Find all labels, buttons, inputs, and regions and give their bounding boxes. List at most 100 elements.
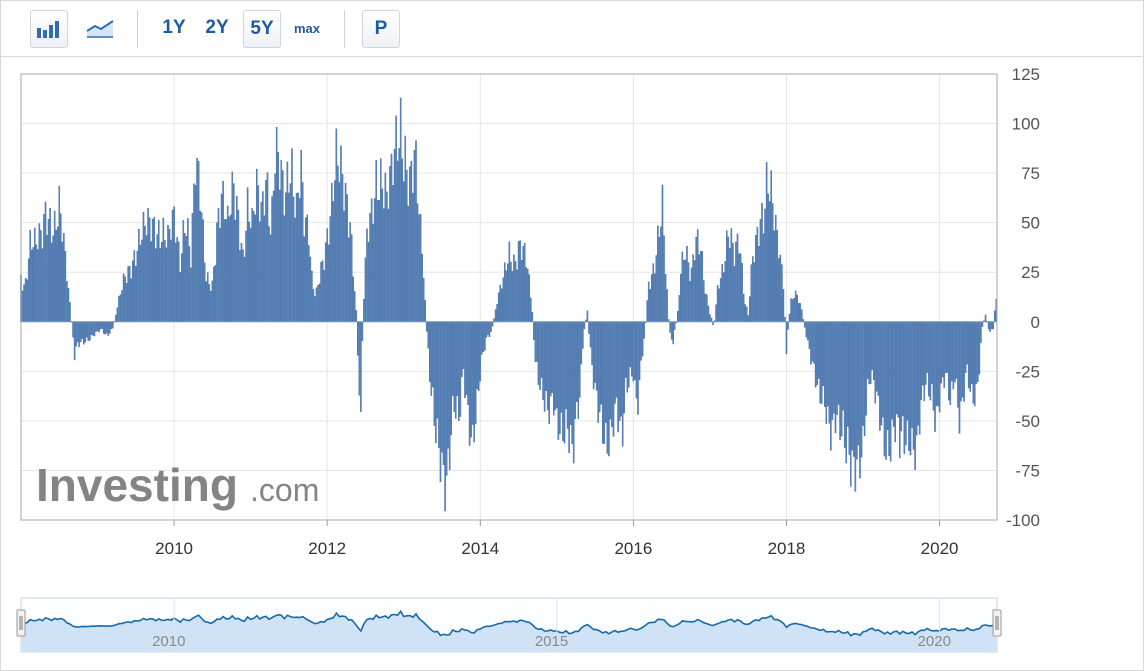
bar — [274, 173, 276, 322]
line-chart-button[interactable] — [82, 10, 118, 46]
bar — [634, 321, 636, 380]
bar — [704, 293, 707, 322]
bar — [324, 242, 327, 322]
bar — [961, 321, 964, 398]
navigator-handle-left[interactable] — [16, 609, 26, 637]
bar — [491, 321, 494, 327]
bar — [670, 321, 673, 340]
bar — [43, 214, 45, 322]
bar — [869, 321, 872, 384]
bar — [315, 287, 318, 322]
bar — [577, 321, 580, 420]
bar — [347, 237, 350, 322]
bar — [880, 321, 883, 426]
bar — [50, 242, 53, 322]
bar — [589, 321, 592, 348]
bar — [730, 228, 733, 322]
navigator-handle-right[interactable] — [992, 609, 1002, 637]
bar — [378, 199, 381, 322]
bar — [776, 230, 779, 322]
bar — [366, 228, 368, 322]
bar — [40, 230, 42, 322]
bar — [225, 219, 227, 322]
bar — [908, 321, 910, 452]
bar — [154, 248, 157, 322]
bar — [883, 321, 886, 457]
bar — [827, 321, 829, 407]
bar — [918, 321, 921, 435]
bar — [690, 267, 693, 322]
bar — [632, 321, 635, 382]
bar — [298, 198, 301, 322]
bar — [24, 277, 27, 322]
toolbar-separator — [137, 10, 138, 48]
bar — [537, 321, 540, 385]
bar — [963, 321, 965, 402]
bar — [151, 218, 154, 322]
bar — [914, 321, 916, 471]
bar — [825, 321, 828, 425]
bar — [526, 268, 529, 322]
bar — [819, 321, 821, 404]
bar — [872, 321, 875, 380]
bar — [283, 215, 286, 322]
bar — [214, 265, 217, 322]
bar — [191, 212, 194, 322]
bar — [72, 321, 74, 338]
bar — [716, 285, 719, 322]
bar — [519, 240, 521, 322]
bar — [866, 321, 869, 379]
bar — [693, 260, 696, 322]
bar — [528, 274, 531, 322]
bar — [162, 217, 165, 322]
bar — [886, 321, 889, 431]
bar — [797, 303, 800, 322]
bar — [540, 321, 543, 378]
bar — [116, 307, 119, 322]
bar — [612, 321, 615, 437]
bar — [141, 239, 143, 322]
bar — [551, 321, 554, 393]
period-2y-button[interactable]: 2Y — [205, 17, 229, 38]
bar-chart-button[interactable] — [30, 10, 68, 48]
bar — [419, 213, 422, 322]
bar — [510, 261, 512, 322]
period-5y-button[interactable]: 5Y — [243, 10, 281, 48]
bar — [311, 270, 313, 322]
bar — [259, 221, 261, 322]
bar — [614, 321, 616, 404]
bar — [63, 233, 65, 322]
bar — [677, 311, 679, 322]
bar — [229, 214, 232, 322]
navigator[interactable]: 2010 2015 2020 — [0, 590, 1144, 670]
bar — [402, 181, 405, 322]
bar — [418, 214, 420, 322]
bar — [722, 272, 725, 322]
bar — [517, 241, 520, 322]
bar — [99, 321, 102, 330]
p-button[interactable]: P — [362, 10, 400, 48]
bar — [553, 321, 555, 416]
bar — [90, 321, 93, 335]
bar — [383, 208, 385, 322]
bar — [60, 213, 62, 322]
bar — [135, 265, 137, 322]
bar — [278, 189, 281, 322]
bar — [376, 200, 379, 322]
bar — [629, 321, 632, 368]
bar — [765, 162, 768, 322]
bar — [289, 183, 292, 322]
period-1y-button[interactable]: 1Y — [162, 17, 186, 38]
bar — [312, 289, 315, 322]
period-max-button[interactable]: max — [293, 20, 321, 36]
bar — [23, 284, 25, 322]
bar — [623, 321, 625, 414]
bar — [885, 321, 887, 460]
bar — [396, 160, 399, 322]
bar — [153, 217, 155, 322]
bar — [595, 321, 598, 391]
bar — [787, 321, 789, 330]
bar — [903, 321, 906, 454]
bar — [46, 234, 48, 322]
plot-border — [20, 73, 998, 521]
